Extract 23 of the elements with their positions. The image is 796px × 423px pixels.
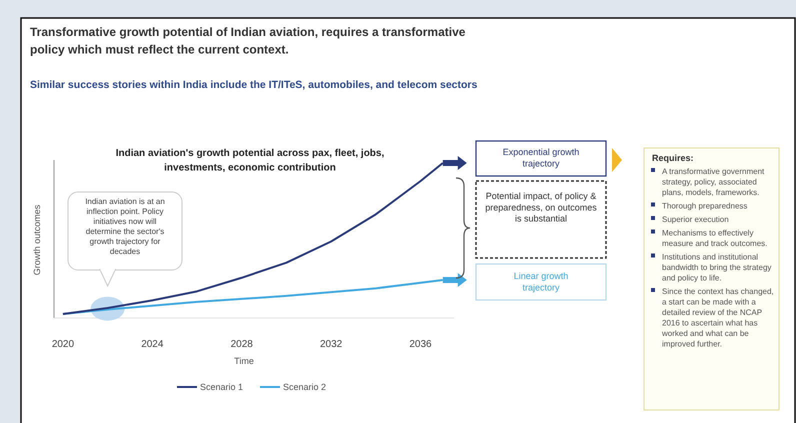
x-tick-label: 2020 bbox=[52, 339, 74, 350]
text: Requires: bbox=[652, 153, 694, 163]
chart-title: Transformative growth potential of Indian aviation, requires a transformative policy which must reflect the current context. bbox=[30, 25, 466, 56]
text: Linear growth trajectory bbox=[514, 271, 568, 292]
x-axis-title: Time bbox=[234, 356, 254, 366]
text: Exponential growth trajectory bbox=[502, 147, 580, 168]
legend-label: Scenario 1 bbox=[200, 382, 244, 392]
text: Superior execution bbox=[662, 215, 729, 224]
text: Institutions and institutional bandwidth to bring the strategy and policy to life. bbox=[662, 252, 772, 282]
y-axis-title: Growth outcomes bbox=[32, 204, 42, 276]
text: A transformative government strategy, policy, associated plans, models, frameworks. bbox=[662, 167, 766, 197]
annotation: Indian aviation's growth potential across pax, fleet, jobs, investments, economic contribution bbox=[116, 148, 384, 174]
x-tick-label: 2024 bbox=[141, 339, 164, 350]
legend-label: Scenario 2 bbox=[283, 382, 326, 392]
x-tick-label: 2036 bbox=[409, 339, 432, 350]
annotation: Indian aviation is at an inflection point. Policy initiatives now will determine the sector's growth trajectory for decades bbox=[85, 197, 165, 256]
text: Potential impact, of policy & preparedness, on outcomes is substantial bbox=[485, 191, 598, 224]
chart-subtitle: Similar success stories within India include the IT/ITeS, automobiles, and telecom sectors bbox=[30, 79, 478, 91]
x-tick-label: 2028 bbox=[230, 339, 254, 350]
text: Since the context has changed, a start can be made with a detailed review of the NCAP 2016 to ascertain what has worked and what can be improved further. bbox=[661, 287, 774, 348]
text: Mechanisms to effectively measure and track outcomes. bbox=[662, 228, 768, 248]
x-tick-label: 2032 bbox=[320, 339, 343, 350]
text: Thorough preparedness bbox=[662, 202, 748, 210]
